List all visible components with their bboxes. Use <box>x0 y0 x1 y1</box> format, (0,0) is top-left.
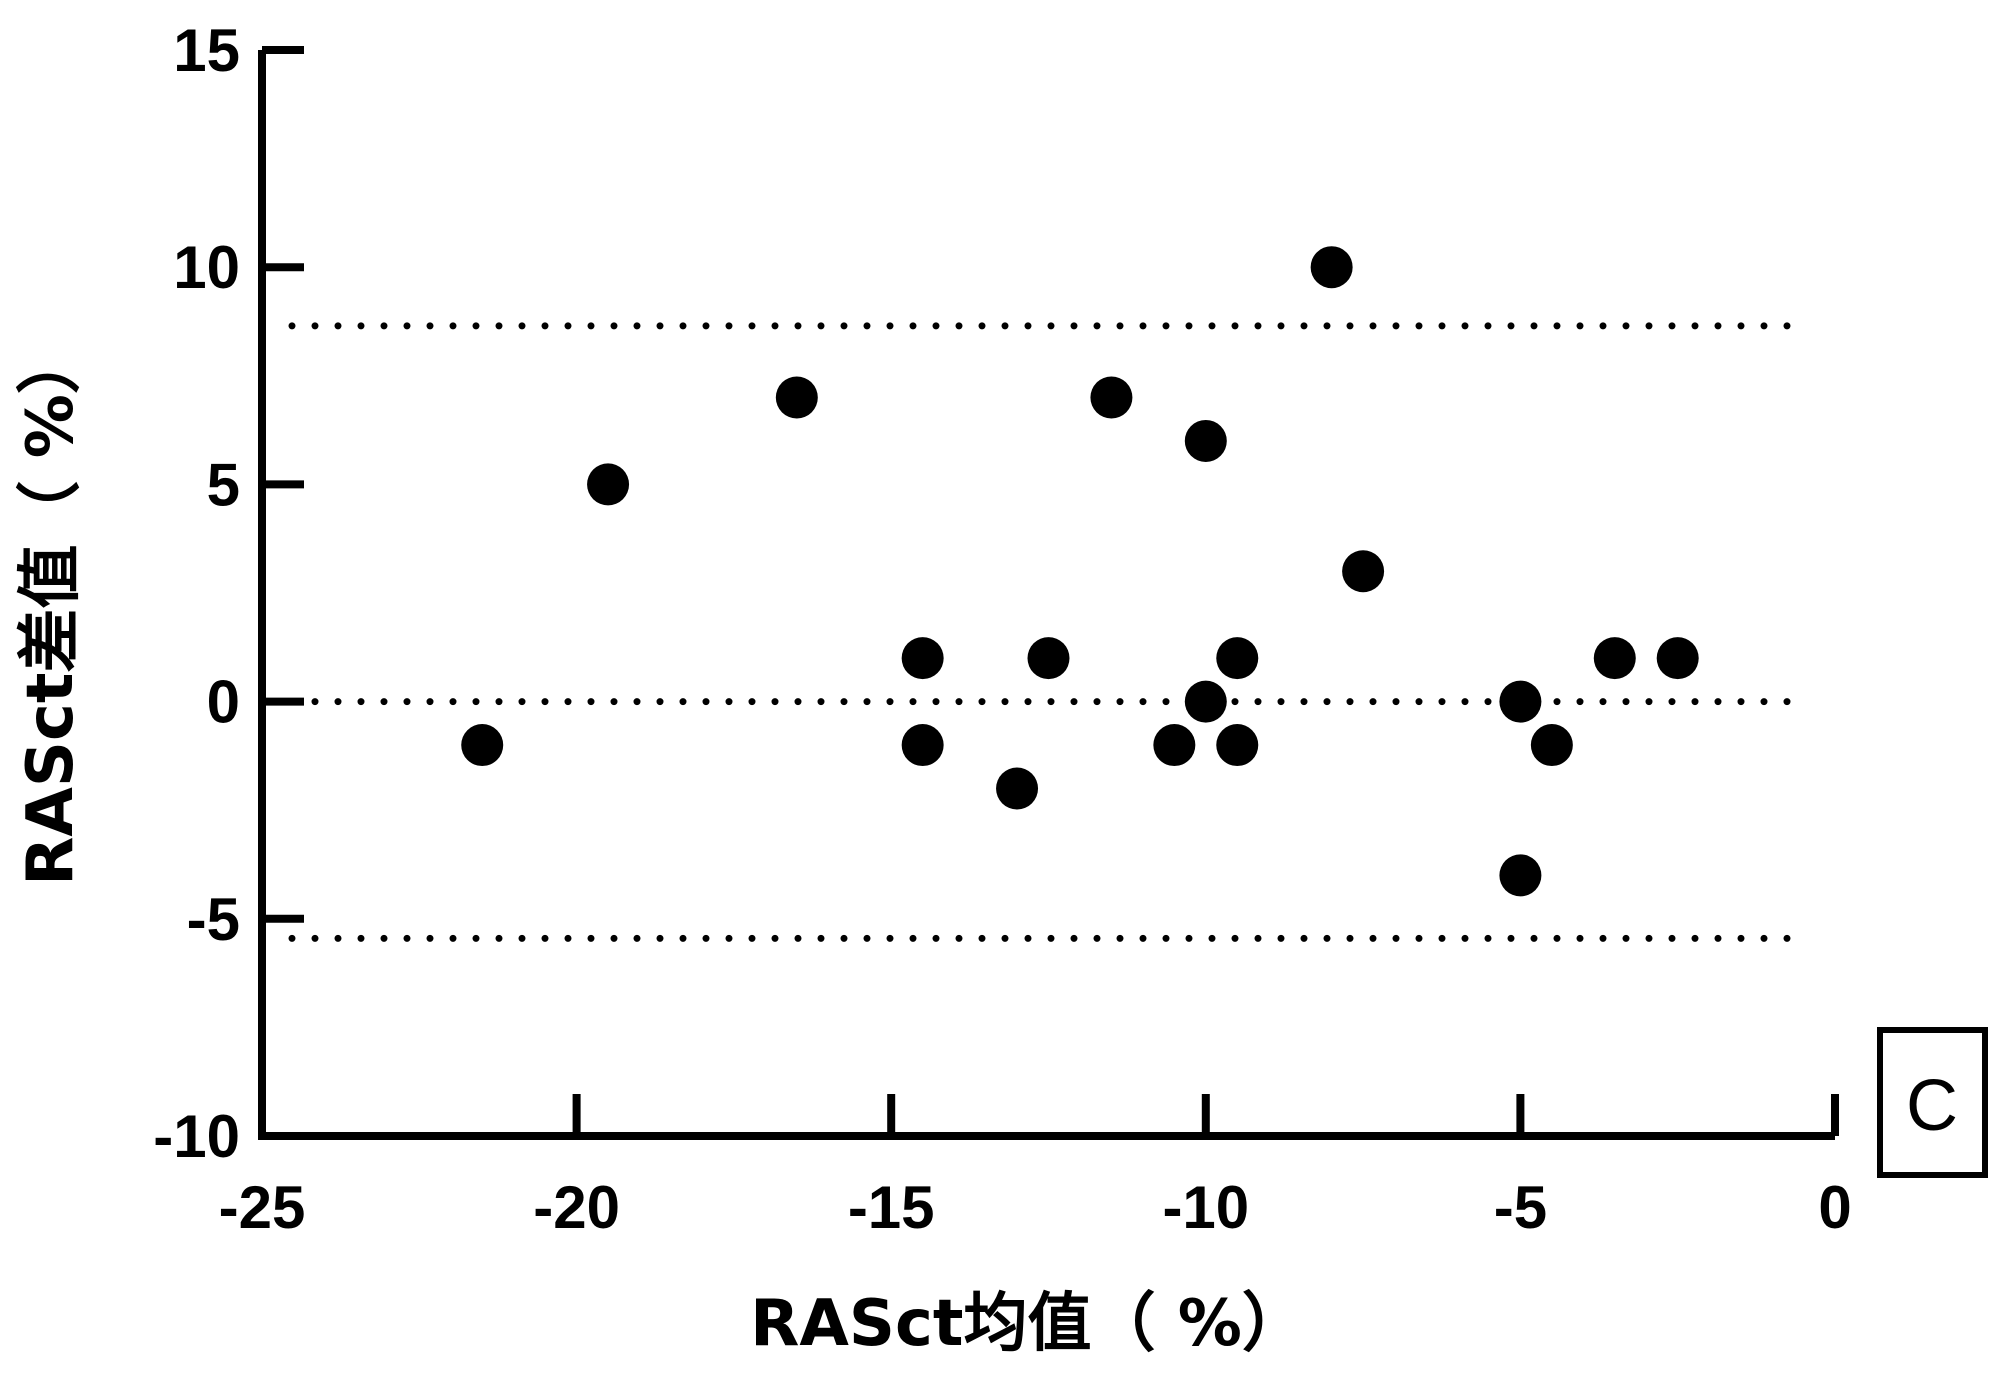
x-axis-title: RASct均值（ %） <box>750 1287 1306 1361</box>
data-point <box>461 724 504 767</box>
axes: -10 -5 0 5 10 15 -25 -20 -15 -10 -5 0 <box>153 17 1851 1241</box>
data-point <box>1027 637 1070 680</box>
data-point <box>901 637 944 680</box>
data-point <box>587 463 630 506</box>
data-point <box>1342 550 1385 593</box>
data-points <box>461 246 1699 897</box>
data-point <box>775 376 818 419</box>
data-point <box>1184 419 1227 462</box>
panel-label-box: C <box>1877 1027 1988 1178</box>
data-point <box>1499 854 1542 897</box>
data-point <box>1530 724 1573 767</box>
data-point <box>996 767 1039 810</box>
data-point <box>1216 637 1259 680</box>
data-point <box>1593 637 1636 680</box>
y-tick-label: 0 <box>207 669 240 736</box>
x-tick-label: -20 <box>533 1174 620 1241</box>
data-point <box>1499 680 1542 723</box>
x-tick-label: -15 <box>848 1174 935 1241</box>
x-tick-label: 0 <box>1818 1174 1851 1241</box>
y-tick-label: 15 <box>173 17 240 84</box>
data-point <box>1310 246 1353 289</box>
panel-label: C <box>1906 1066 1958 1146</box>
y-tick-label: 5 <box>207 451 240 518</box>
x-tick-label: -5 <box>1494 1174 1547 1241</box>
data-point <box>1184 680 1227 723</box>
data-point <box>1216 724 1259 767</box>
data-point <box>1090 376 1133 419</box>
y-tick-label: -10 <box>153 1103 240 1170</box>
data-point <box>1656 637 1699 680</box>
data-point <box>1153 724 1196 767</box>
y-tick-label: 10 <box>173 234 240 301</box>
y-tick-label: -5 <box>187 886 240 953</box>
x-tick-label: -10 <box>1162 1174 1249 1241</box>
x-tick-label: -25 <box>219 1174 306 1241</box>
reference-lines <box>288 322 1809 942</box>
data-point <box>901 724 944 767</box>
y-axis-title: RASct差值（ %） <box>14 330 88 886</box>
